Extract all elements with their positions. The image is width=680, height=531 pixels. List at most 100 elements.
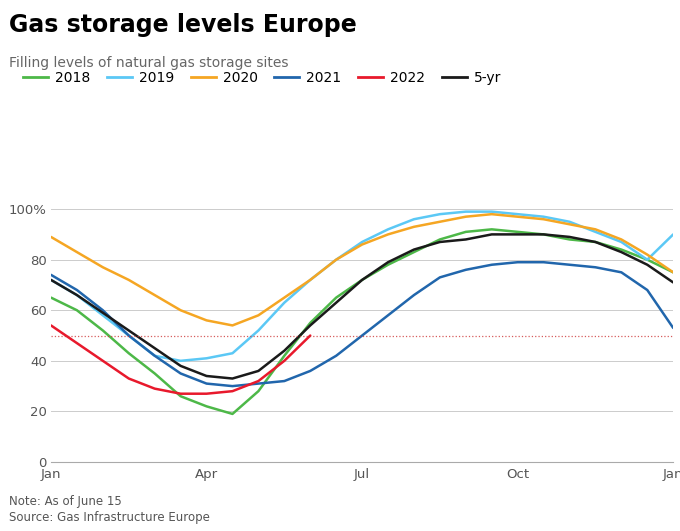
- 2021: [643, 287, 651, 293]
- 2022: [203, 390, 211, 397]
- Text: Note: As of June 15: Note: As of June 15: [9, 495, 122, 508]
- 5-yr: [643, 262, 651, 268]
- Text: Filling levels of natural gas storage sites: Filling levels of natural gas storage si…: [9, 56, 288, 70]
- 5-yr: [358, 277, 366, 283]
- 2018: [436, 236, 444, 243]
- 2019: [592, 229, 600, 235]
- 2022: [177, 390, 185, 397]
- 2022: [99, 358, 107, 364]
- 2022: [47, 322, 55, 329]
- 2020: [539, 216, 547, 222]
- 2021: [47, 272, 55, 278]
- 2021: [177, 370, 185, 376]
- 2019: [643, 256, 651, 263]
- 2018: [384, 262, 392, 268]
- 2020: [203, 317, 211, 323]
- 2020: [384, 231, 392, 237]
- 2018: [513, 229, 522, 235]
- 2020: [462, 213, 470, 220]
- 2020: [73, 249, 81, 255]
- 2018: [592, 239, 600, 245]
- 2020: [617, 236, 626, 243]
- 2018: [332, 294, 340, 301]
- 2018: [99, 327, 107, 333]
- 5-yr: [150, 345, 158, 352]
- 2021: [436, 274, 444, 280]
- 2020: [643, 252, 651, 258]
- 5-yr: [124, 327, 133, 333]
- 2021: [306, 368, 314, 374]
- 2020: [358, 241, 366, 247]
- 2019: [124, 332, 133, 339]
- 2019: [177, 358, 185, 364]
- 2021: [203, 380, 211, 387]
- 2020: [332, 256, 340, 263]
- 2022: [228, 388, 237, 395]
- 2022: [150, 386, 158, 392]
- 2019: [384, 226, 392, 233]
- 5-yr: [566, 234, 574, 240]
- 2019: [462, 209, 470, 215]
- 2021: [358, 332, 366, 339]
- 2019: [617, 239, 626, 245]
- 2021: [99, 307, 107, 313]
- 2019: [228, 350, 237, 356]
- 2018: [306, 320, 314, 326]
- 5-yr: [669, 279, 677, 286]
- 5-yr: [47, 277, 55, 283]
- 2021: [592, 264, 600, 270]
- 2018: [617, 246, 626, 253]
- 2018: [280, 353, 288, 359]
- 2021: [462, 267, 470, 273]
- 5-yr: [384, 259, 392, 266]
- 2020: [488, 211, 496, 217]
- 2018: [462, 229, 470, 235]
- 5-yr: [228, 375, 237, 382]
- 5-yr: [410, 246, 418, 253]
- 2021: [617, 269, 626, 276]
- 2021: [332, 353, 340, 359]
- 2020: [513, 213, 522, 220]
- 2022: [254, 378, 262, 384]
- 2019: [669, 231, 677, 237]
- 2019: [99, 312, 107, 319]
- 2019: [150, 353, 158, 359]
- 2022: [306, 332, 314, 339]
- 2021: [513, 259, 522, 266]
- 2020: [306, 277, 314, 283]
- 2020: [566, 221, 574, 227]
- 2018: [410, 249, 418, 255]
- 2018: [643, 256, 651, 263]
- 2018: [254, 388, 262, 395]
- Line: 2019: 2019: [51, 212, 673, 361]
- 2018: [177, 393, 185, 399]
- 2020: [177, 307, 185, 313]
- 2021: [669, 325, 677, 331]
- 2018: [203, 403, 211, 409]
- 5-yr: [462, 236, 470, 243]
- 2021: [280, 378, 288, 384]
- 2018: [228, 411, 237, 417]
- 2018: [150, 370, 158, 376]
- 2021: [228, 383, 237, 389]
- 2019: [539, 213, 547, 220]
- 2022: [280, 358, 288, 364]
- 2018: [539, 231, 547, 237]
- Line: 2022: 2022: [51, 326, 310, 393]
- Line: 2018: 2018: [51, 229, 673, 414]
- 2020: [99, 264, 107, 270]
- 2021: [254, 380, 262, 387]
- 2018: [124, 350, 133, 356]
- Text: Gas storage levels Europe: Gas storage levels Europe: [9, 13, 356, 37]
- 2022: [124, 375, 133, 382]
- 2018: [566, 236, 574, 243]
- 2019: [488, 209, 496, 215]
- 2019: [513, 211, 522, 217]
- 5-yr: [306, 322, 314, 329]
- 5-yr: [488, 231, 496, 237]
- 2019: [47, 277, 55, 283]
- 2019: [410, 216, 418, 222]
- 2019: [254, 327, 262, 333]
- 2020: [228, 322, 237, 329]
- 2020: [150, 292, 158, 298]
